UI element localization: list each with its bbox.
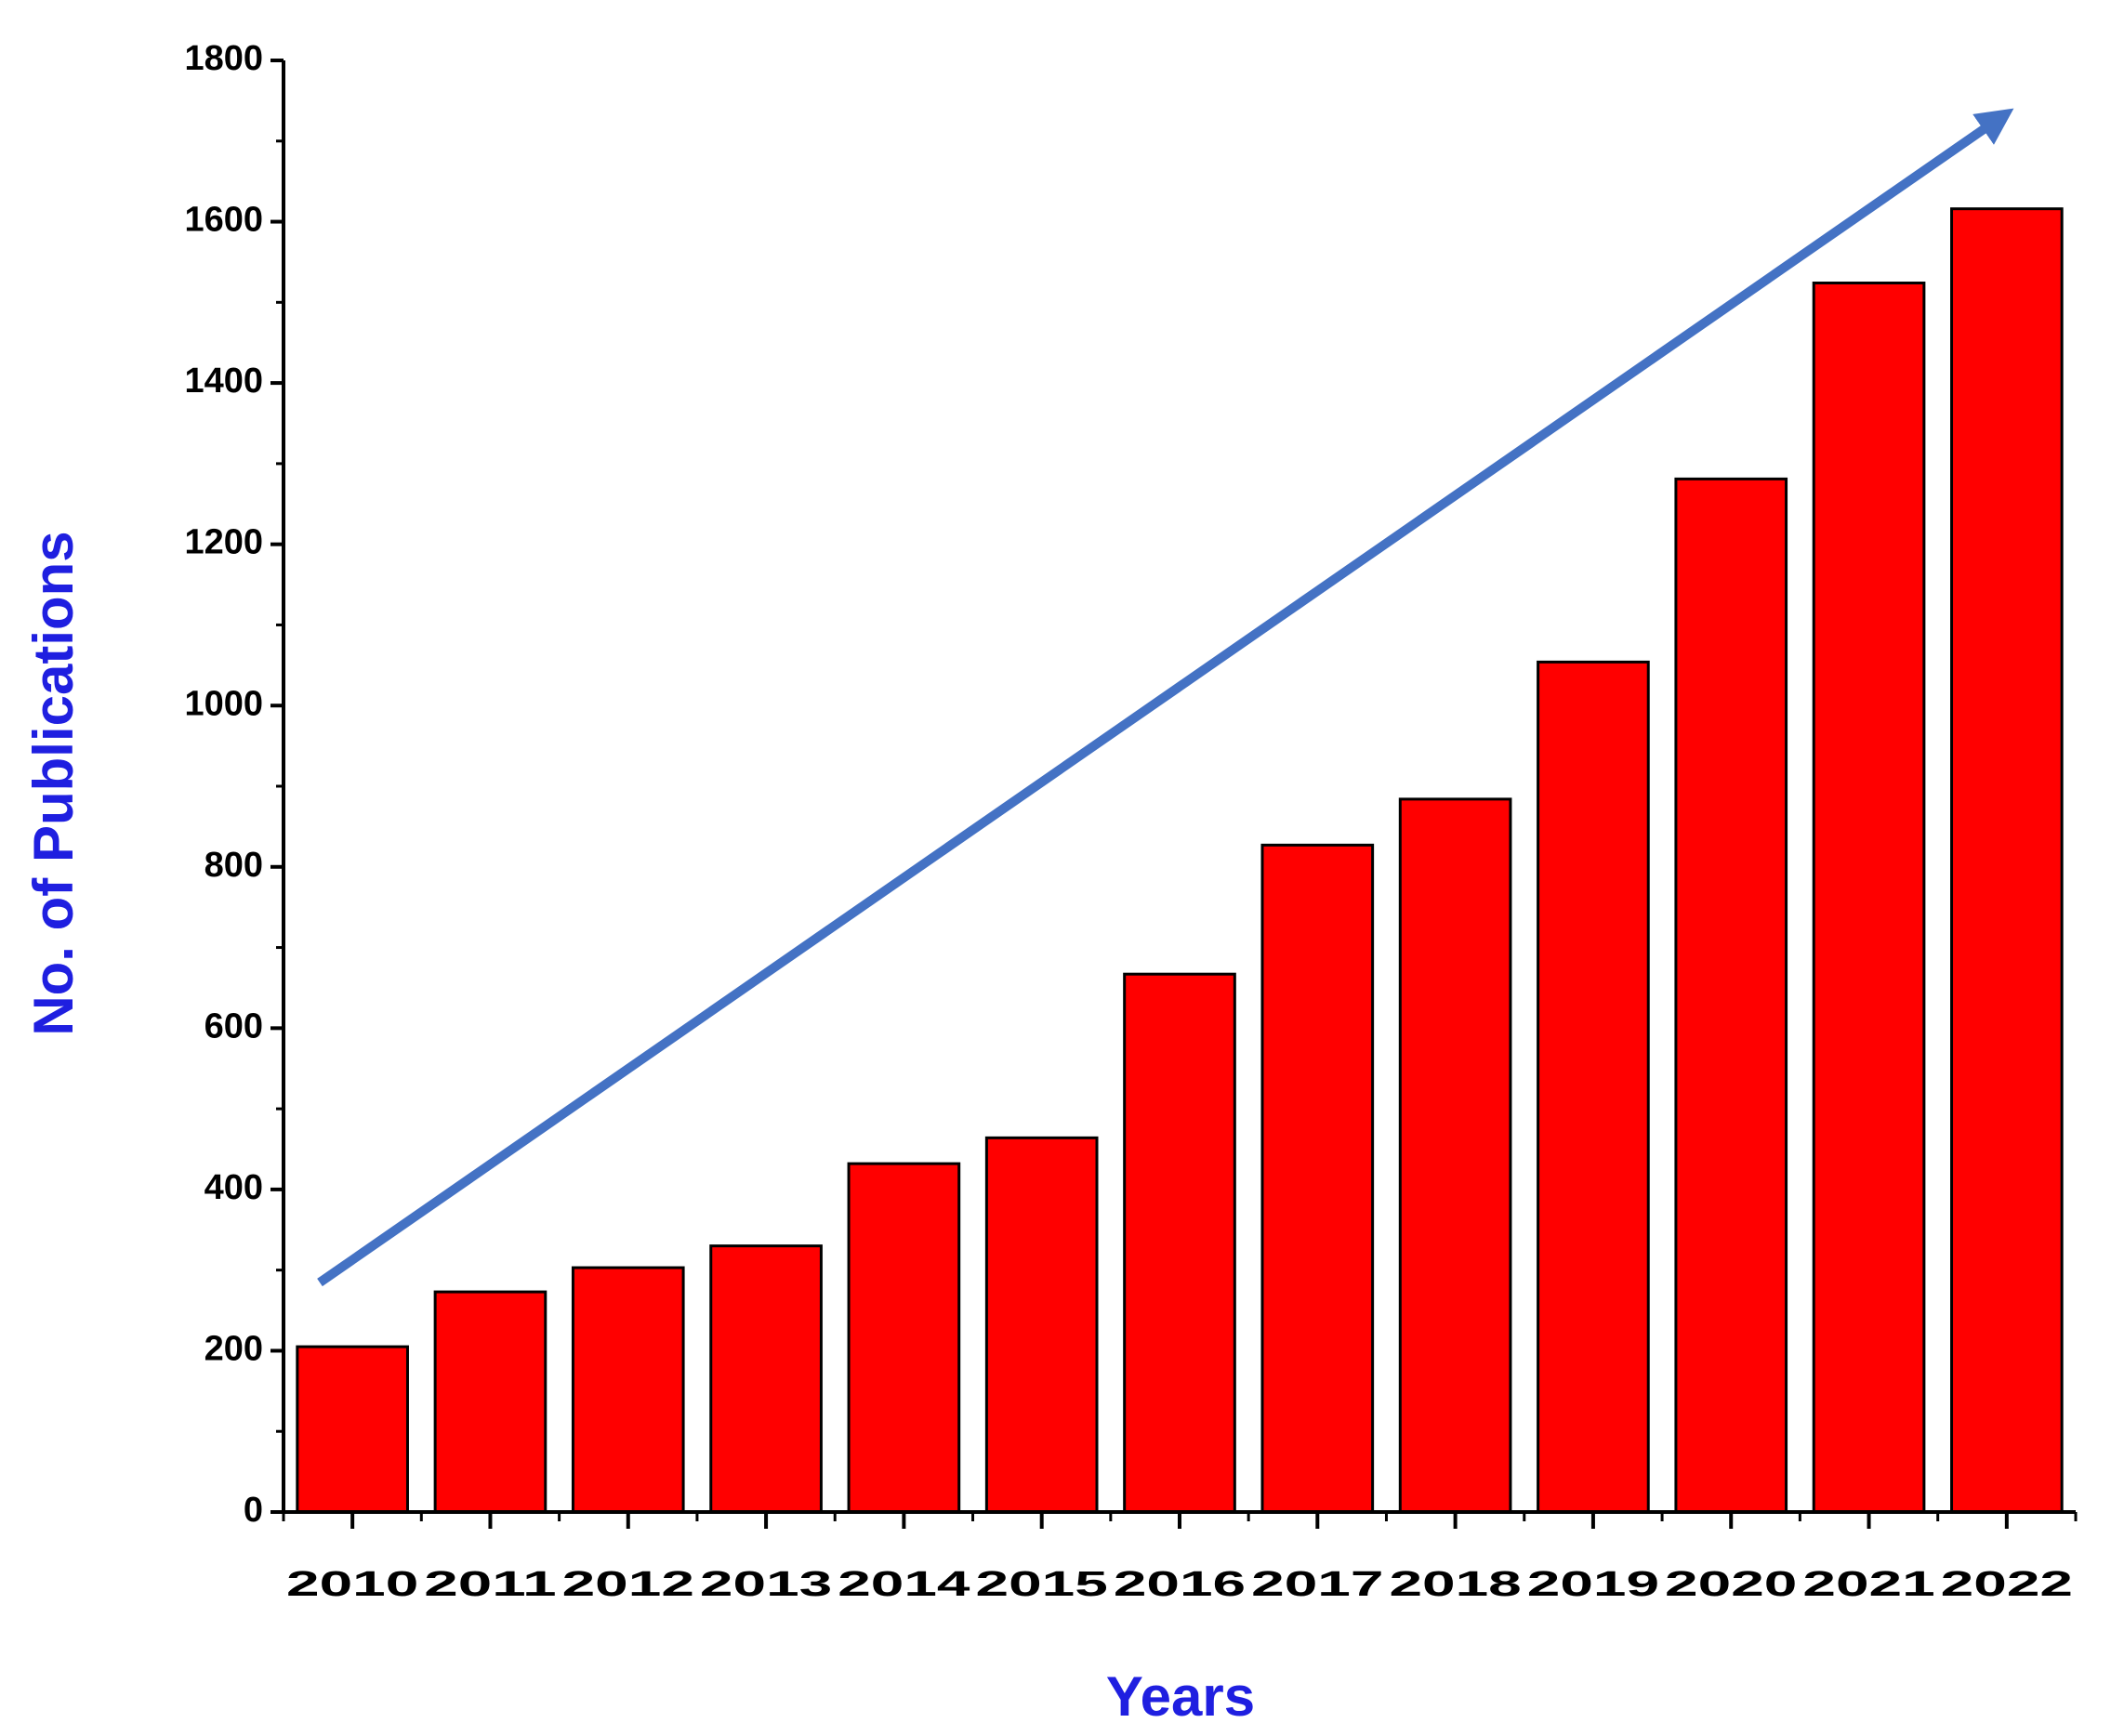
x-tick-label: 2012: [562, 1565, 694, 1604]
bar: [1398, 797, 1512, 1514]
bar: [1812, 282, 1926, 1514]
bar: [571, 1266, 685, 1514]
y-axis-title: No. of Publications: [22, 531, 85, 1035]
y-tick-label: 1400: [184, 362, 263, 401]
bar: [433, 1290, 548, 1514]
trend-arrow: [317, 108, 2014, 1287]
bar: [984, 1136, 1099, 1514]
x-tick-label: 2019: [1527, 1565, 1659, 1604]
y-tick-label: 200: [205, 1329, 263, 1368]
y-tick-label: 1800: [184, 39, 263, 78]
y-tick-label: 1200: [184, 523, 263, 562]
bar: [1260, 843, 1375, 1514]
x-tick-label: 2016: [1114, 1565, 1246, 1604]
bar: [296, 1345, 409, 1514]
y-tick-label: 400: [205, 1168, 263, 1207]
y-tick-label: 600: [205, 1006, 263, 1046]
bar: [1123, 972, 1236, 1514]
x-tick-label: 2014: [838, 1565, 970, 1604]
x-tick-label: 2018: [1389, 1565, 1521, 1604]
x-tick-label: 2022: [1941, 1565, 2073, 1604]
y-tick-label: 1600: [184, 201, 263, 240]
x-axis-title: Years: [1106, 1665, 1255, 1728]
y-tick-label: 1000: [184, 684, 263, 723]
x-tick-label: 2013: [700, 1565, 832, 1604]
bar: [847, 1162, 961, 1514]
bar: [1537, 660, 1650, 1514]
y-tick-label: 800: [205, 846, 263, 885]
y-tick-label: 0: [244, 1491, 263, 1530]
x-tick-label: 2021: [1802, 1565, 1934, 1604]
bar: [709, 1244, 823, 1514]
bar: [1950, 207, 2064, 1514]
bar: [1674, 477, 1788, 1514]
x-tick-label: 2011: [424, 1565, 556, 1604]
x-tick-label: 2020: [1665, 1565, 1797, 1604]
x-tick-label: 2010: [286, 1565, 418, 1604]
x-tick-label: 2017: [1251, 1565, 1383, 1604]
x-tick-label: 2015: [976, 1565, 1108, 1604]
